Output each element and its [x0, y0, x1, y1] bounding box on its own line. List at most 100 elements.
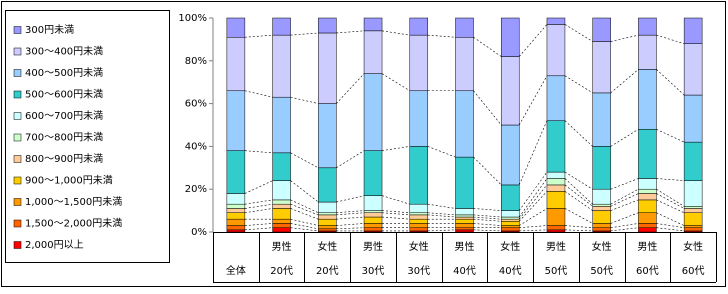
bar-segment — [363, 223, 383, 228]
series-connector — [656, 188, 685, 207]
series-connector — [473, 208, 502, 211]
series-connector — [518, 184, 548, 220]
legend-label: 300～400円未満 — [25, 46, 103, 58]
series-connector — [290, 218, 319, 226]
bar-segment — [363, 195, 383, 211]
legend-label: 700～800円未満 — [25, 132, 103, 144]
x-tick-label: 20代 — [316, 265, 339, 277]
series-connector — [564, 24, 593, 42]
series-connector — [244, 203, 273, 209]
bar-segment — [318, 167, 337, 203]
bar-segment — [363, 17, 383, 32]
series-connector — [519, 191, 548, 222]
bar-segment — [226, 90, 246, 151]
series-connector — [381, 146, 410, 151]
x-tick-label: 20代 — [270, 265, 293, 277]
series-connector — [244, 150, 273, 154]
bar-segment — [363, 150, 383, 196]
x-tick-label: 女性 — [409, 240, 429, 253]
bar-segment — [272, 96, 291, 154]
series-connector — [336, 223, 365, 226]
bar-segment — [409, 212, 429, 216]
bar-segment — [272, 223, 291, 228]
bar-segment — [363, 212, 383, 218]
x-tick-label: 60代 — [636, 265, 659, 277]
bar-segment — [546, 184, 566, 192]
bar-segment — [683, 208, 703, 213]
bar-segment — [638, 69, 657, 130]
series-connector — [382, 212, 410, 216]
bar-segment — [546, 229, 566, 233]
series-connector — [290, 223, 319, 230]
bar-segment — [272, 34, 291, 98]
bar-segment — [272, 199, 291, 205]
series-connector — [564, 229, 593, 232]
series-connector — [473, 156, 502, 186]
series-connector — [610, 223, 639, 229]
series-connector — [610, 34, 639, 42]
bar-segment — [272, 152, 291, 181]
bar-segment — [318, 218, 337, 226]
series-connector — [427, 229, 456, 232]
x-tick-label: 40代 — [499, 265, 522, 277]
bar-segment — [638, 212, 657, 224]
legend-swatch — [13, 112, 22, 120]
bar-segment — [638, 129, 657, 179]
series-connector — [381, 30, 410, 36]
x-tick-label: 男性 — [363, 240, 383, 253]
bar-segment — [272, 227, 291, 233]
bar-segment — [455, 156, 474, 209]
bar-segment — [500, 56, 520, 126]
bar-segment — [638, 34, 657, 70]
bar-segment — [683, 141, 703, 181]
bar-segment — [638, 188, 657, 194]
series-connector — [473, 218, 502, 222]
legend-label: 300円未満 — [25, 24, 74, 36]
legend-swatch — [13, 155, 22, 163]
series-connector — [473, 216, 502, 220]
bar-segment — [226, 208, 246, 213]
legend-swatch — [13, 69, 22, 77]
bar-segment — [272, 17, 291, 36]
series-connector — [656, 34, 685, 44]
series-connector — [427, 214, 456, 218]
legend-label: 600～700円未満 — [25, 110, 103, 122]
series-connector — [564, 184, 593, 207]
bar-segment — [318, 228, 337, 232]
series-connector — [564, 208, 593, 224]
bar-segment — [683, 43, 703, 96]
bar-segment — [546, 75, 566, 121]
bar-segment — [546, 120, 566, 173]
bar-segment — [592, 227, 611, 232]
legend-swatch — [13, 219, 22, 228]
bar-segment — [683, 227, 703, 232]
bar-segment — [500, 210, 520, 218]
bar-segment — [546, 225, 566, 231]
bar-segment — [226, 218, 246, 226]
series-connector — [427, 34, 456, 38]
bar-segment — [683, 206, 703, 209]
series-connector — [610, 227, 639, 232]
series-connector — [610, 193, 639, 207]
bar-segment — [409, 218, 429, 224]
bar-segment — [409, 227, 429, 232]
series-connector — [427, 212, 456, 216]
bar-segment — [500, 227, 520, 232]
bar-segment — [683, 180, 703, 207]
bar-segment — [272, 180, 291, 201]
series-connector — [519, 225, 547, 229]
x-tick-label: 女性 — [683, 240, 703, 253]
x-tick-label: 50代 — [545, 265, 568, 277]
bar-segment — [363, 30, 383, 74]
bar-segment — [500, 216, 520, 220]
bar-segment — [409, 17, 429, 36]
bar-segment — [226, 150, 246, 194]
bar-segment — [409, 214, 429, 220]
series-connector — [381, 73, 410, 92]
bar-segment — [546, 178, 566, 186]
series-connector — [382, 216, 410, 220]
bar-segment — [363, 216, 383, 224]
y-tick-label: 0% — [191, 227, 207, 238]
bar-segment — [683, 225, 703, 228]
